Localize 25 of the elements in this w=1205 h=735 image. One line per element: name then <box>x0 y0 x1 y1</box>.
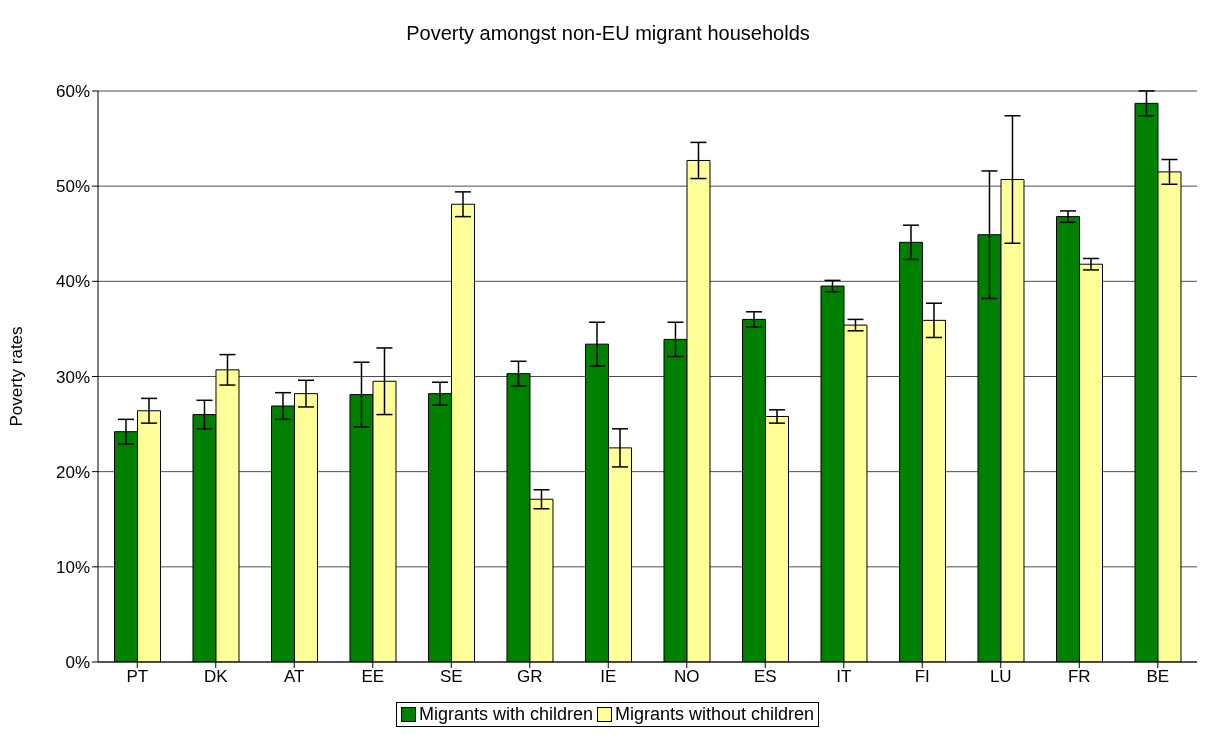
x-tick-label: BE <box>1146 667 1170 687</box>
x-tick-label: IE <box>600 667 617 687</box>
y-tick-label: 40% <box>55 272 90 292</box>
x-tick-label: PT <box>126 667 149 687</box>
y-tick-label: 30% <box>55 367 90 387</box>
chart-title: Poverty amongst non-EU migrant households <box>405 22 811 45</box>
y-axis-title: Poverty rates <box>7 326 27 427</box>
x-tick-label: FI <box>914 667 930 687</box>
y-tick-label: 0% <box>65 653 90 673</box>
x-tick-label: SE <box>439 667 463 687</box>
legend-label: Migrants without children <box>614 704 815 725</box>
x-tick-label: DK <box>203 667 229 687</box>
x-tick-label: FR <box>1067 667 1091 687</box>
x-tick-label: AT <box>284 667 305 687</box>
y-tick-label: 20% <box>55 462 90 482</box>
y-tick-label: 50% <box>55 177 90 197</box>
x-tick-label: ES <box>753 667 777 687</box>
x-tick-label: EE <box>361 667 385 687</box>
x-tick-label: GR <box>517 667 543 687</box>
x-tick-label: IT <box>836 667 852 687</box>
x-tick-label: NO <box>674 667 700 687</box>
x-tick-label: LU <box>989 667 1012 687</box>
legend-label: Migrants with children <box>417 704 593 725</box>
y-tick-label: 60% <box>55 82 90 102</box>
y-tick-label: 10% <box>55 557 90 577</box>
